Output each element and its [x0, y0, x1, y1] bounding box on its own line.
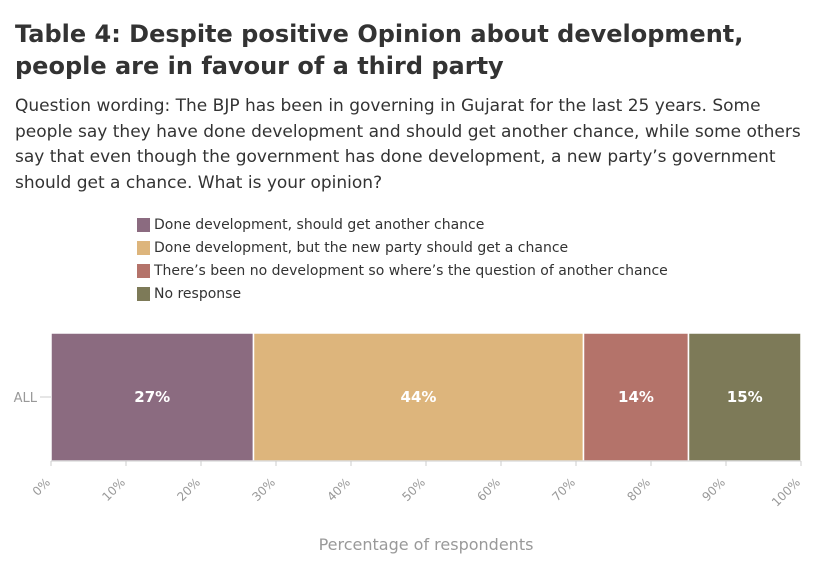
category-label: ALL — [14, 391, 38, 406]
legend-item[interactable]: Done development, but the new party shou… — [137, 236, 668, 259]
data-label: 15% — [727, 388, 763, 406]
data-label: 14% — [618, 388, 654, 406]
legend-swatch — [137, 263, 150, 278]
legend-item[interactable]: No response — [137, 282, 668, 305]
bar-segment[interactable] — [50, 332, 255, 462]
legend-label: Done development, but the new party shou… — [154, 239, 569, 256]
data-label: 44% — [401, 388, 437, 406]
x-tick-label: 10% — [99, 475, 128, 504]
x-tick-label: 70% — [549, 475, 578, 504]
chart-title: Table 4: Despite positive Opinion about … — [15, 20, 744, 80]
legend-label: No response — [154, 285, 242, 302]
x-tick-label: 90% — [699, 475, 728, 504]
legend-item[interactable]: Done development, should get another cha… — [137, 213, 668, 236]
bar-segment[interactable] — [582, 332, 690, 462]
x-axis-title: Percentage of respondents — [319, 535, 534, 554]
chart-legend: Done development, should get another cha… — [137, 213, 668, 305]
x-tick-label: 80% — [624, 475, 653, 504]
legend-label: Done development, should get another cha… — [154, 216, 485, 233]
x-tick-label: 100% — [769, 475, 803, 509]
stacked-bar-chart: 27% 44% 14% 15% ALL 0% 10% 20% 30% 40% 50% 60% 70% 80… — [14, 332, 803, 554]
legend-label: There’s been no development so where’s t… — [154, 262, 668, 279]
x-tick-label: 60% — [474, 475, 503, 504]
legend-swatch — [137, 286, 150, 301]
x-tick-label: 40% — [324, 475, 353, 504]
chart-subtitle: Question wording: The BJP has been in go… — [15, 96, 801, 193]
x-tick-label: 20% — [174, 475, 203, 504]
bar-segment[interactable] — [687, 332, 802, 462]
legend-swatch — [137, 217, 150, 232]
x-tick-label: 30% — [249, 475, 278, 504]
legend-item[interactable]: There’s been no development so where’s t… — [137, 259, 668, 282]
x-tick-label: 50% — [399, 475, 428, 504]
data-label: 27% — [134, 388, 170, 406]
x-tick-label: 0% — [30, 475, 53, 498]
legend-swatch — [137, 240, 150, 255]
